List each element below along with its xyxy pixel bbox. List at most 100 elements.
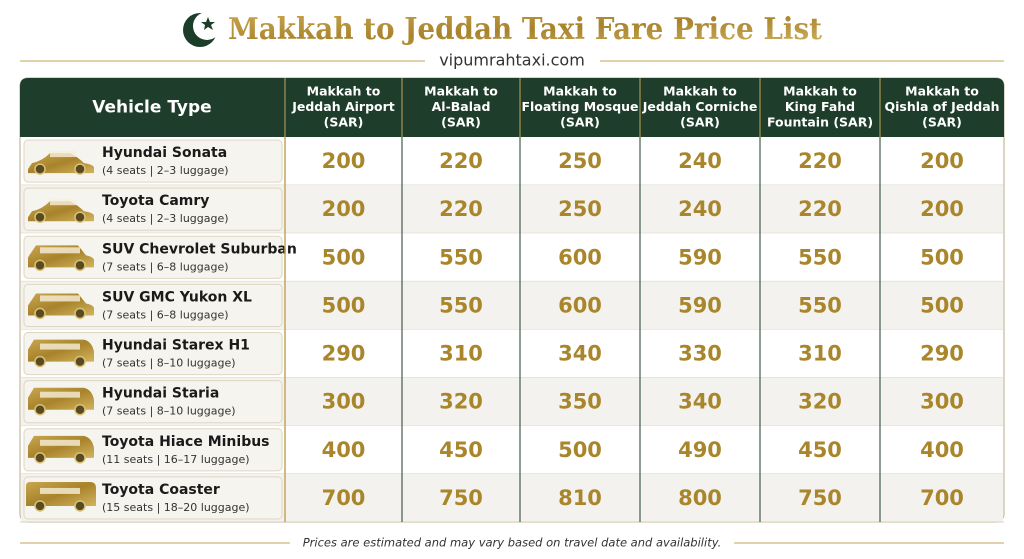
price: 200	[322, 149, 366, 173]
vehicle-wheel	[74, 500, 86, 512]
column-header: Fountain (SAR)	[767, 115, 873, 130]
vehicle-name: Toyota Hiace Minibus	[102, 434, 270, 450]
column-header: Jeddah Airport	[291, 99, 395, 114]
vehicle-details: (11 seats | 16–17 luggage)	[102, 453, 250, 466]
price: 250	[558, 149, 602, 173]
subtitle: vipumrahtaxi.com	[439, 51, 585, 70]
column-header: Makkah to	[905, 84, 979, 99]
price: 220	[798, 197, 842, 221]
price: 590	[678, 245, 722, 269]
price: 290	[920, 342, 964, 366]
vehicle-details: (7 seats | 8–10 luggage)	[102, 405, 236, 418]
price: 700	[920, 486, 964, 510]
price: 450	[798, 438, 842, 462]
price: 320	[439, 390, 483, 414]
price: 550	[439, 293, 483, 317]
column-header: Makkah to	[543, 84, 617, 99]
price: 700	[322, 486, 366, 510]
price: 220	[439, 149, 483, 173]
price: 500	[920, 245, 964, 269]
vehicle-name: SUV GMC Yukon XL	[102, 289, 252, 305]
price: 590	[678, 293, 722, 317]
vehicle-cell	[23, 283, 283, 327]
vehicle-icon	[28, 151, 94, 175]
price: 200	[322, 197, 366, 221]
vehicle-window	[40, 391, 80, 398]
vehicle-details: (7 seats | 6–8 luggage)	[102, 260, 229, 273]
price: 220	[439, 197, 483, 221]
column-header: Qishla of Jeddah	[884, 99, 999, 114]
vehicle-wheel	[34, 259, 46, 272]
vehicle-wheel	[74, 355, 86, 368]
vehicle-cell	[23, 235, 283, 279]
footer-note: Prices are estimated and may vary based …	[303, 536, 722, 550]
vehicle-name: SUV Chevrolet Suburban	[102, 241, 297, 257]
price: 200	[920, 197, 964, 221]
vehicle-wheel	[74, 211, 86, 223]
price: 810	[558, 486, 602, 510]
column-header: (SAR)	[324, 115, 364, 130]
vehicle-wheel	[34, 452, 46, 464]
vehicle-name: Toyota Camry	[102, 193, 209, 209]
price: 290	[322, 342, 366, 366]
vehicle-window	[40, 343, 80, 350]
column-header: Vehicle Type	[92, 98, 211, 118]
vehicle-icon	[28, 245, 94, 272]
price: 500	[920, 293, 964, 317]
vehicle-wheel	[34, 211, 46, 223]
vehicle-details: (4 seats | 2–3 luggage)	[102, 212, 229, 225]
vehicle-window	[40, 295, 80, 302]
price: 340	[558, 342, 602, 366]
price: 220	[798, 149, 842, 173]
vehicle-wheel	[74, 163, 86, 175]
price: 550	[798, 293, 842, 317]
price: 500	[558, 438, 602, 462]
vehicle-wheel	[74, 259, 86, 272]
vehicle-window	[50, 199, 76, 206]
column-header: (SAR)	[560, 115, 600, 130]
price: 300	[920, 390, 964, 414]
price: 600	[558, 293, 602, 317]
vehicle-name: Hyundai Sonata	[102, 145, 227, 161]
price: 340	[678, 390, 722, 414]
vehicle-wheel	[34, 355, 46, 368]
vehicle-details: (7 seats | 6–8 luggage)	[102, 308, 229, 321]
vehicle-icon	[28, 199, 94, 223]
column-header: (SAR)	[922, 115, 962, 130]
price: 490	[678, 438, 722, 462]
column-header: Floating Mosque	[521, 99, 638, 114]
column-header: Jeddah Corniche	[642, 99, 758, 114]
vehicle-window	[40, 487, 80, 494]
column-header: King Fahd	[785, 99, 855, 114]
vehicle-icon	[28, 387, 94, 416]
vehicle-details: (15 seats | 18–20 luggage)	[102, 501, 250, 514]
vehicle-icon	[28, 435, 94, 464]
price: 400	[920, 438, 964, 462]
column-header: Makkah to	[307, 84, 381, 99]
vehicle-name: Hyundai Staria	[102, 386, 219, 402]
vehicle-wheel	[34, 307, 46, 320]
price: 310	[439, 342, 483, 366]
vehicle-details: (4 seats | 2–3 luggage)	[102, 164, 229, 177]
column-header: (SAR)	[441, 115, 481, 130]
vehicle-wheel	[34, 163, 46, 175]
price: 330	[678, 342, 722, 366]
price: 750	[798, 486, 842, 510]
price: 350	[558, 390, 602, 414]
price: 550	[798, 245, 842, 269]
price: 550	[439, 245, 483, 269]
column-header: Makkah to	[663, 84, 737, 99]
price: 300	[322, 390, 366, 414]
title: Makkah to Jeddah Taxi Fare Price List	[228, 12, 822, 47]
vehicle-details: (7 seats | 8–10 luggage)	[102, 357, 236, 370]
column-header: (SAR)	[680, 115, 720, 130]
price: 450	[439, 438, 483, 462]
price: 800	[678, 486, 722, 510]
vehicle-window	[40, 439, 80, 446]
vehicle-wheel	[74, 307, 86, 320]
column-header: Makkah to	[424, 84, 498, 99]
vehicle-icon	[28, 293, 94, 320]
vehicle-window	[40, 247, 80, 254]
